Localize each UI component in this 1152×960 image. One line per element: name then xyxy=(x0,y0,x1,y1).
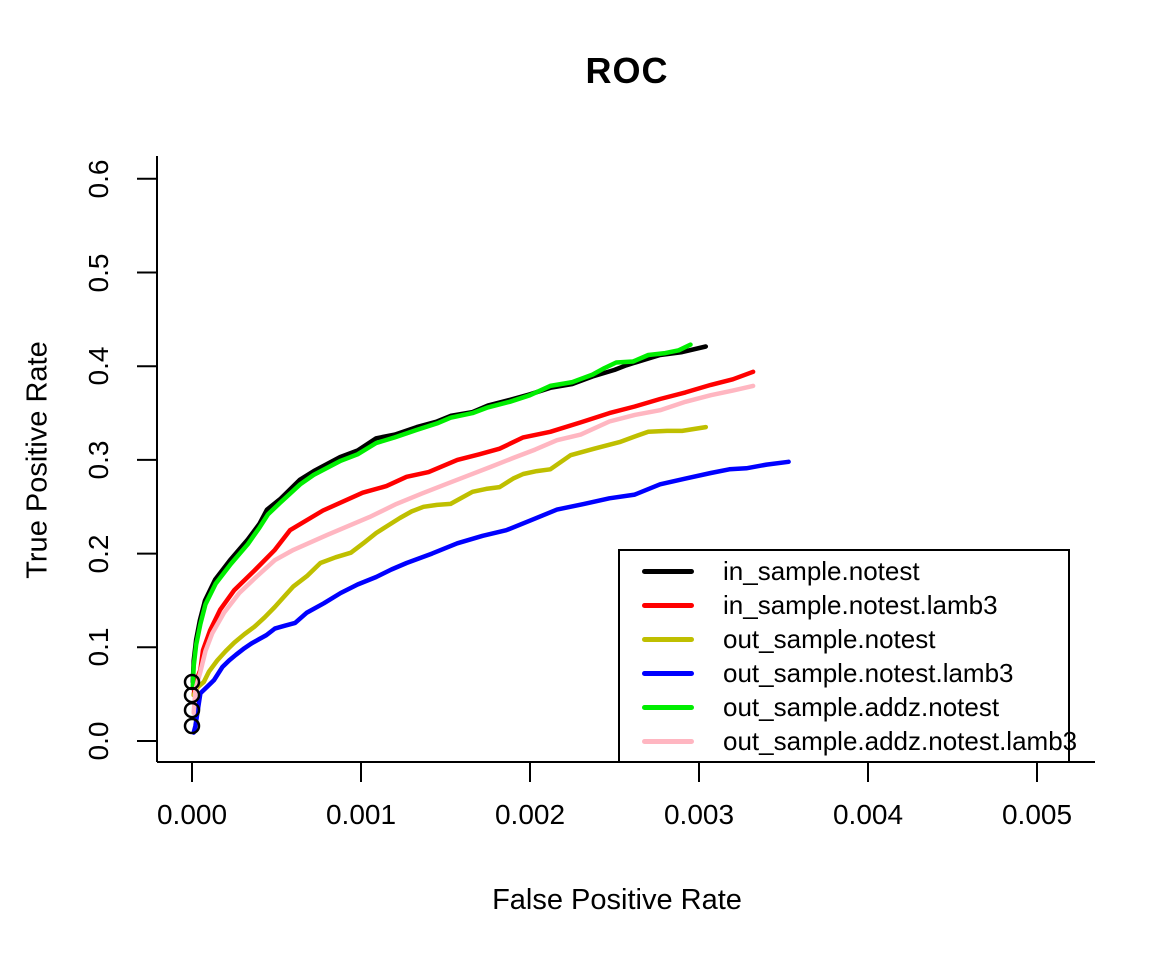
y-tick-label: 0.3 xyxy=(83,440,114,480)
legend-item-label: out_sample.addz.notest xyxy=(723,692,1000,722)
x-tick-label: 0.003 xyxy=(663,799,735,830)
legend-item-label: out_sample.notest xyxy=(723,624,936,654)
legend-swatch-line xyxy=(642,568,694,574)
legend-swatch-line xyxy=(642,636,694,642)
series-line-out_sample.notest.lamb3 xyxy=(191,459,791,735)
start-marker-circle xyxy=(183,717,201,735)
x-tick-label: 0.004 xyxy=(832,799,904,830)
y-tick-label: 0.1 xyxy=(83,627,114,667)
y-tick-label: 0.6 xyxy=(83,159,114,199)
legend-item-label: out_sample.notest.lamb3 xyxy=(723,658,1014,688)
legend-item: out_sample.addz.notest xyxy=(620,693,1068,721)
start-marker-circle xyxy=(183,701,201,719)
legend-item: out_sample.notest xyxy=(620,625,1068,653)
legend-item-label: in_sample.notest.lamb3 xyxy=(723,590,998,620)
x-tick-label: 0.005 xyxy=(1001,799,1073,830)
y-tick-label: 0.4 xyxy=(83,346,114,386)
series-line-in_sample.notest.lamb3 xyxy=(191,369,756,698)
series-line-out_sample.notest xyxy=(191,424,709,698)
x-tick-label: 0.000 xyxy=(156,799,228,830)
y-axis-title: True Positive Rate xyxy=(21,341,54,579)
legend-item: out_sample.notest.lamb3 xyxy=(620,659,1068,687)
legend-item: out_sample.addz.notest.lamb3 xyxy=(620,727,1077,755)
series-line-out_sample.addz.notest.lamb3 xyxy=(191,383,756,716)
chart-title: ROC xyxy=(585,50,669,91)
series-line-out_sample.addz.notest xyxy=(190,342,693,689)
x-tick-label: 0.002 xyxy=(494,799,566,830)
x-axis-title: False Positive Rate xyxy=(492,884,742,916)
legend-item-label: out_sample.addz.notest.lamb3 xyxy=(723,726,1078,756)
legend-swatch-line xyxy=(642,738,694,744)
legend-swatch-line xyxy=(642,602,694,608)
y-tick-label: 0.0 xyxy=(83,721,114,761)
series-line-in_sample.notest xyxy=(190,344,709,685)
y-tick-label: 0.5 xyxy=(83,253,114,292)
y-tick-label: 0.2 xyxy=(83,534,114,574)
legend-item: in_sample.notest.lamb3 xyxy=(620,591,1068,619)
x-tick-label: 0.001 xyxy=(325,799,397,830)
legend-swatch-line xyxy=(642,704,694,710)
legend-swatch-line xyxy=(642,670,694,676)
legend-item: in_sample.notest xyxy=(620,557,1068,585)
legend-item-label: in_sample.notest xyxy=(723,556,920,586)
